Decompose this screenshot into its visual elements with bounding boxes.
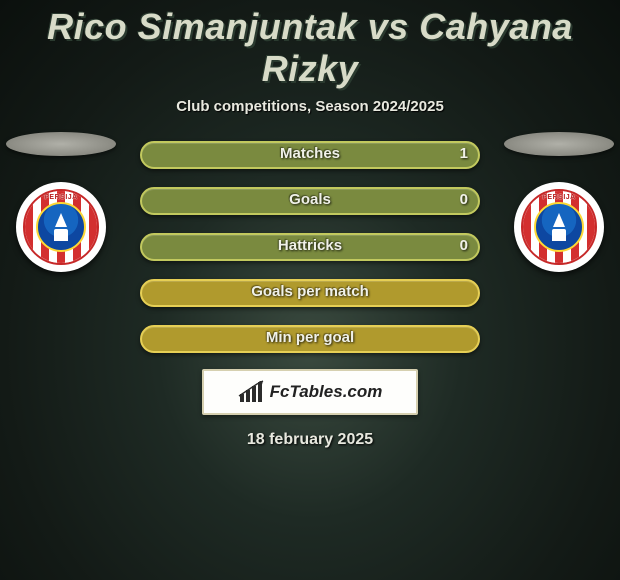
brand-logo-box: FcTables.com [202, 369, 418, 415]
stat-value-right: 0 [460, 191, 468, 208]
stat-row: Min per goal [0, 317, 620, 363]
stat-row: Goals0 [0, 179, 620, 225]
stat-value-right: 1 [460, 145, 468, 162]
stat-row: Hattricks0 [0, 225, 620, 271]
stats-area: Matches1Goals0Hattricks0Goals per matchM… [0, 133, 620, 363]
stat-bar [140, 187, 480, 215]
stat-bar [140, 325, 480, 353]
stat-bar [140, 233, 480, 261]
date-text: 18 february 2025 [0, 431, 620, 449]
stat-bar [140, 279, 480, 307]
stat-bar [140, 141, 480, 169]
comparison-title: Rico Simanjuntak vs Cahyana Rizky [0, 6, 620, 90]
comparison-subtitle: Club competitions, Season 2024/2025 [0, 98, 620, 115]
club-crest-right-text: PERSIJA [523, 194, 595, 201]
brand-text: FcTables.com [270, 382, 383, 402]
stat-row: Goals per match [0, 271, 620, 317]
brand-chart-icon [238, 380, 264, 404]
club-crest-left-text: PERSIJA [25, 194, 97, 201]
stat-row: Matches1 [0, 133, 620, 179]
stat-value-right: 0 [460, 237, 468, 254]
